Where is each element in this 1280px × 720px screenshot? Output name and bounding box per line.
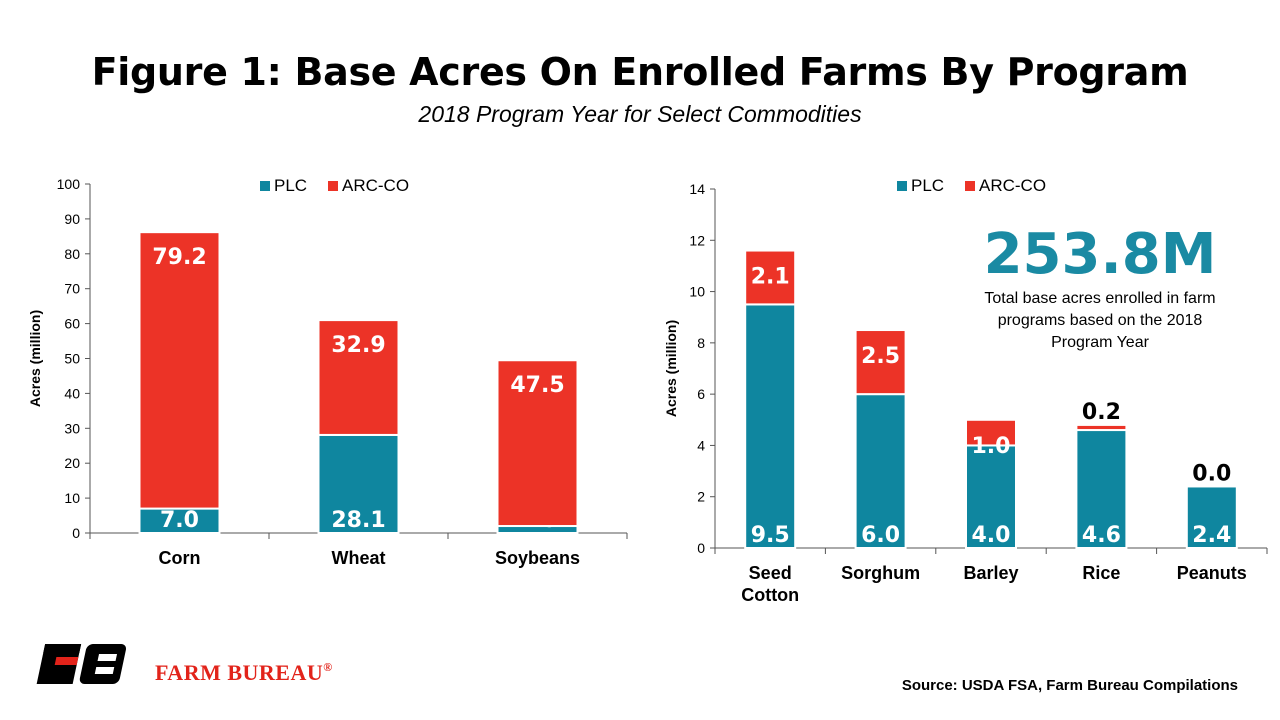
- bar-arc-co: [854, 329, 907, 396]
- y-tick-label: 60: [64, 316, 80, 332]
- y-tick-label: 4: [697, 437, 705, 453]
- legend-label-arc-co: ARC-CO: [979, 176, 1046, 195]
- farm-bureau-wordmark: FARM BUREAU®: [155, 660, 333, 685]
- y-tick-label: 70: [64, 281, 80, 297]
- data-label-arc-co: 32.9: [331, 333, 385, 358]
- legend-label-arc-co: ARC-CO: [342, 176, 409, 195]
- bar-plc: [1075, 429, 1128, 549]
- data-label-plc: 6.0: [861, 523, 900, 548]
- y-tick-label: 20: [64, 455, 80, 471]
- bar-plc: [1185, 485, 1238, 550]
- bar-arc-co: [138, 231, 221, 510]
- legend-swatch-plc: [897, 181, 907, 191]
- data-label-arc-co: 2.5: [861, 344, 900, 369]
- data-label-plc: 9.5: [751, 523, 790, 548]
- data-label-plc: 4.0: [972, 523, 1011, 548]
- bar-plc: [744, 303, 797, 549]
- x-tick-label: Soybeans: [495, 548, 580, 568]
- legend-swatch-plc: [260, 181, 270, 191]
- farm-bureau-logo-icon: [36, 644, 127, 684]
- data-label-plc: 2.4: [1192, 523, 1231, 548]
- y-tick-label: 40: [64, 385, 80, 401]
- data-label-arc-co: 79.2: [152, 245, 206, 270]
- x-tick-label: Barley: [963, 563, 1018, 583]
- callout-value: 253.8M: [983, 222, 1217, 287]
- y-axis-label: Acres (million): [663, 320, 679, 417]
- x-tick-label: Wheat: [332, 548, 386, 568]
- y-tick-label: 6: [697, 386, 705, 402]
- data-label-arc-co: 0.0: [1192, 461, 1231, 486]
- y-tick-label: 10: [64, 490, 80, 506]
- y-tick-label: 8: [697, 335, 705, 351]
- bar-arc-co: [744, 249, 797, 306]
- x-tick-label: Cotton: [741, 585, 799, 605]
- x-tick-label: Peanuts: [1177, 563, 1247, 583]
- y-tick-label: 0: [697, 540, 705, 556]
- data-label-arc-co: 0.2: [1082, 400, 1121, 425]
- bar-plc: [317, 433, 400, 534]
- x-tick-label: Corn: [159, 548, 201, 568]
- y-tick-label: 30: [64, 420, 80, 436]
- bar-arc-co: [1075, 423, 1128, 432]
- source-note: Source: USDA FSA, Farm Bureau Compilatio…: [901, 677, 1238, 694]
- bar-plc: [965, 444, 1017, 549]
- y-tick-label: 50: [64, 351, 80, 367]
- y-tick-label: 12: [689, 232, 705, 248]
- x-tick-label: Rice: [1082, 563, 1120, 583]
- bar-arc-co: [317, 319, 400, 436]
- y-axis-label: Acres (million): [27, 310, 43, 407]
- bar-plc: [854, 393, 907, 549]
- y-tick-label: 14: [689, 181, 705, 197]
- legend-swatch-arc-co: [965, 181, 975, 191]
- chart-subtitle: 2018 Program Year for Select Commodities: [418, 101, 862, 127]
- legend-label-plc: PLC: [274, 176, 307, 195]
- y-tick-label: 80: [64, 246, 80, 262]
- data-label-arc-co: 1.0: [972, 434, 1011, 459]
- legend-label-plc: PLC: [911, 176, 944, 195]
- x-tick-label: Seed: [749, 563, 792, 583]
- y-tick-label: 100: [57, 176, 81, 192]
- data-label-arc-co: 47.5: [510, 373, 564, 398]
- y-tick-label: 2: [697, 489, 705, 505]
- y-tick-label: 90: [64, 211, 80, 227]
- bar-arc-co: [496, 359, 579, 528]
- data-label-plc: 28.1: [331, 508, 385, 533]
- y-tick-label: 10: [689, 284, 705, 300]
- data-label-plc: 7.0: [160, 508, 199, 533]
- data-label-plc: 4.6: [1082, 523, 1121, 548]
- x-tick-label: Sorghum: [841, 563, 920, 583]
- callout-text: Total base acres enrolled in farm progra…: [984, 290, 1216, 351]
- chart-title: Figure 1: Base Acres On Enrolled Farms B…: [91, 50, 1189, 94]
- bar-arc-co: [965, 418, 1017, 447]
- y-tick-label: 0: [72, 525, 80, 541]
- data-label-arc-co: 2.1: [751, 265, 790, 290]
- legend-swatch-arc-co: [328, 181, 338, 191]
- bar-plc: [138, 507, 221, 535]
